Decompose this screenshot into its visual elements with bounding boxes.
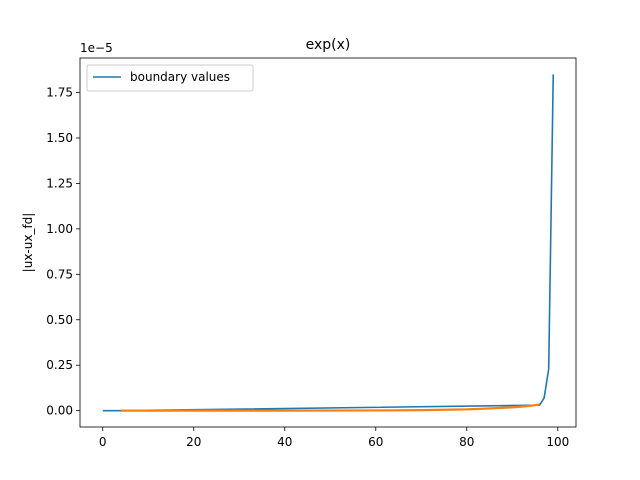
y-tick-label: 0.00 xyxy=(46,404,73,418)
y-tick-label: 1.75 xyxy=(46,86,73,100)
x-tick-label: 0 xyxy=(99,435,107,449)
y-offset-label: 1e−5 xyxy=(80,41,113,55)
x-tick-label: 60 xyxy=(368,435,383,449)
y-axis-ticks: 0.00 0.25 0.50 0.75 1.00 1.25 1.50 1.75 xyxy=(46,86,80,418)
legend: boundary values xyxy=(86,64,254,92)
y-tick-label: 1.50 xyxy=(46,131,73,145)
x-tick-label: 40 xyxy=(277,435,292,449)
y-tick-label: 0.25 xyxy=(46,358,73,372)
y-axis-label: |ux-ux_fd| xyxy=(21,213,35,273)
x-axis-ticks: 0 20 40 60 80 100 xyxy=(99,427,569,449)
y-tick-label: 1.00 xyxy=(46,222,73,236)
x-tick-label: 100 xyxy=(546,435,569,449)
legend-box xyxy=(86,64,254,92)
legend-label-boundary-values: boundary values xyxy=(130,70,230,84)
y-tick-label: 0.50 xyxy=(46,313,73,327)
x-tick-label: 20 xyxy=(186,435,201,449)
plot-area xyxy=(80,58,576,427)
plot-frame xyxy=(79,57,577,428)
y-tick-label: 1.25 xyxy=(46,176,73,190)
series-layer xyxy=(102,74,555,412)
series-line-2 xyxy=(120,403,540,412)
chart-title: exp(x) xyxy=(306,37,351,53)
y-tick-label: 0.75 xyxy=(46,267,73,281)
x-tick-label: 80 xyxy=(459,435,474,449)
